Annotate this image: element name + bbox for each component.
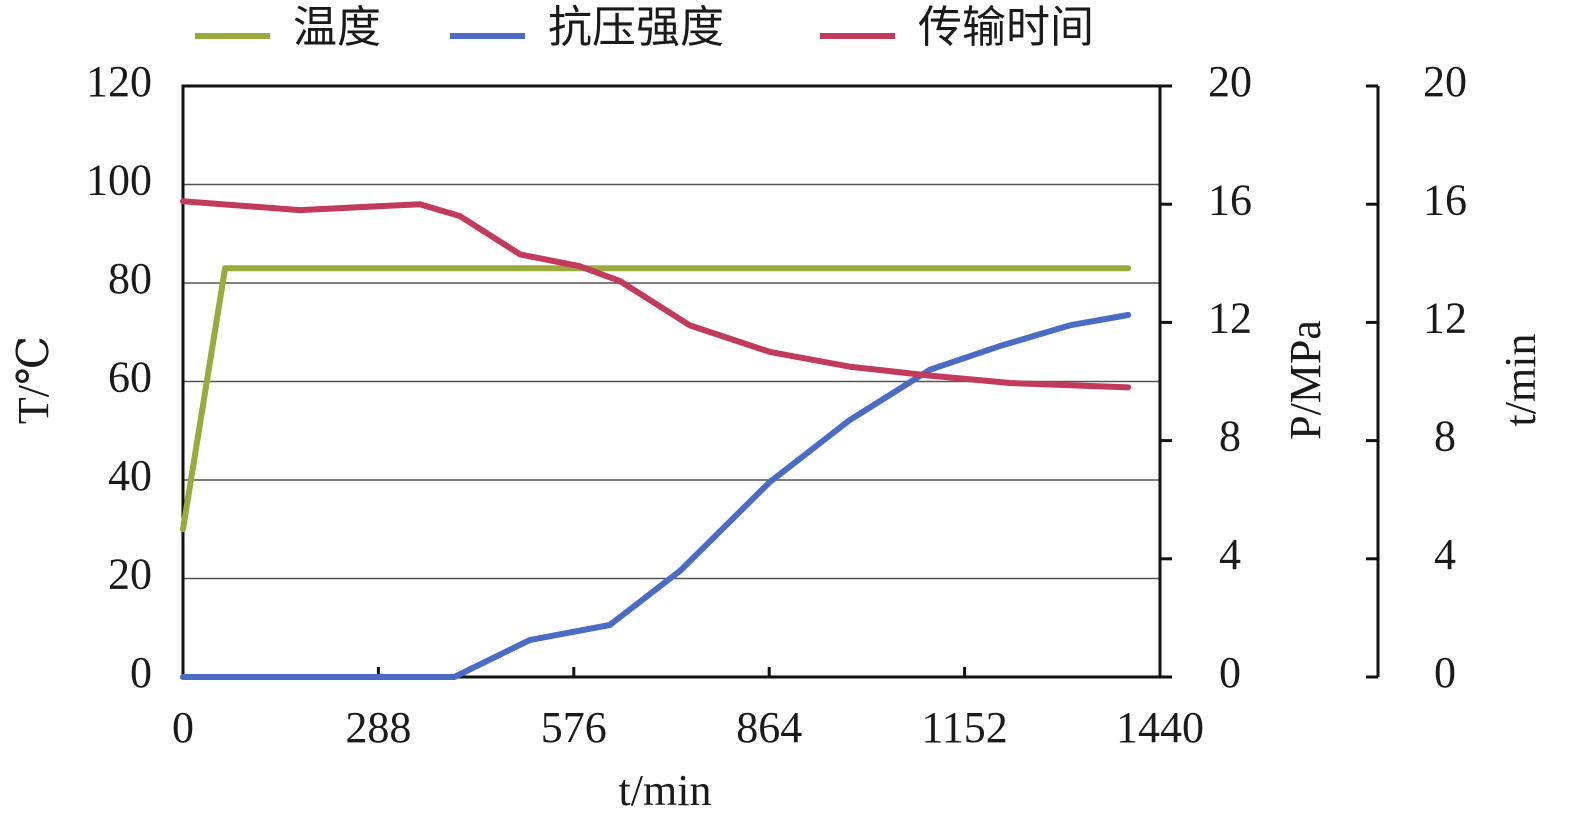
- legend-label: 传输时间: [918, 3, 1094, 52]
- y-tick-label: 20: [108, 550, 152, 599]
- x-tick-label: 1152: [921, 703, 1007, 752]
- y2-tick-label: 12: [1208, 293, 1252, 342]
- x-tick-label: 0: [172, 703, 194, 752]
- y3-tick-label: 8: [1434, 412, 1456, 461]
- y-tick-label: 80: [108, 254, 152, 303]
- legend-label: 抗压强度: [548, 3, 724, 52]
- legend-label: 温度: [293, 3, 381, 52]
- y2-tick-label: 0: [1219, 648, 1241, 697]
- x-tick-label: 1440: [1116, 703, 1204, 752]
- y-tick-label: 60: [108, 353, 152, 402]
- y-tick-label: 120: [86, 57, 152, 106]
- y-tick-label: 100: [86, 156, 152, 205]
- line: [180, 312, 1132, 680]
- x-tick-label: 288: [345, 703, 411, 752]
- y2-tick-label: 8: [1219, 412, 1241, 461]
- y3-axis-title: t/min: [1496, 334, 1545, 427]
- plot-frame: [181, 84, 1162, 679]
- y3-tick-label: 20: [1423, 57, 1467, 106]
- y-tick-label: 40: [108, 451, 152, 500]
- y3-tick-label: 16: [1423, 175, 1467, 224]
- y2-tick-label: 4: [1219, 530, 1241, 579]
- y3-tick-label: 12: [1423, 293, 1467, 342]
- y2-axis-title: P/MPa: [1281, 320, 1330, 440]
- x-tick-label: 576: [541, 703, 607, 752]
- y-axis-title: T/℃: [9, 336, 58, 424]
- y2-tick-label: 20: [1208, 57, 1252, 106]
- line: [180, 265, 1132, 533]
- y-tick-label: 0: [130, 648, 152, 697]
- line: [180, 198, 1132, 391]
- x-axis-title: t/min: [619, 766, 712, 815]
- x-tick-label: 864: [736, 703, 802, 752]
- y3-tick-label: 4: [1434, 530, 1456, 579]
- y2-tick-label: 16: [1208, 175, 1252, 224]
- y3-tick-label: 0: [1434, 648, 1456, 697]
